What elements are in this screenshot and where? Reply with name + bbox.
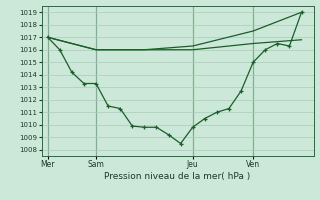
- X-axis label: Pression niveau de la mer( hPa ): Pression niveau de la mer( hPa ): [104, 172, 251, 181]
